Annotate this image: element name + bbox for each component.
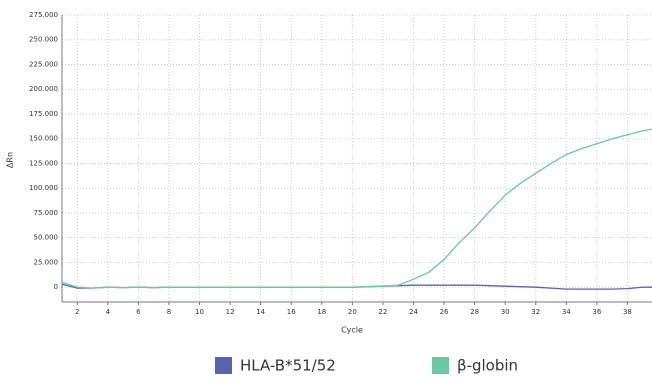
x-tick-label: 4 [106, 308, 111, 316]
y-tick-label: 0 [54, 283, 58, 291]
legend-swatch [215, 357, 232, 374]
y-tick-label: 125.000 [29, 159, 58, 167]
legend-label: β-globin [457, 357, 518, 375]
legend-label: HLA-B*51/52 [240, 357, 336, 375]
x-tick-label: 34 [562, 308, 571, 316]
x-tick-label: 14 [256, 308, 265, 316]
x-tick-label: 38 [623, 308, 632, 316]
y-tick-label: 25.000 [34, 258, 59, 266]
y-tick-label: 150.000 [29, 135, 58, 143]
x-tick-label: 30 [501, 308, 510, 316]
y-tick-label: 175.000 [29, 110, 58, 118]
x-tick-label: 28 [470, 308, 479, 316]
legend-swatch [432, 357, 449, 374]
x-tick-label: 26 [440, 308, 449, 316]
x-tick-label: 16 [287, 308, 296, 316]
x-tick-label: 20 [348, 308, 357, 316]
x-tick-label: 22 [378, 308, 387, 316]
y-tick-label: 275.000 [29, 11, 58, 19]
y-axis-label: ΔRn [6, 152, 15, 168]
x-tick-label: 10 [195, 308, 204, 316]
x-tick-label: 18 [317, 308, 326, 316]
x-tick-label: 12 [226, 308, 235, 316]
y-tick-label: 50.000 [34, 234, 59, 242]
y-tick-label: 100.000 [29, 184, 58, 192]
x-axis-label: Cycle [341, 326, 363, 335]
y-tick-label: 75.000 [34, 209, 59, 217]
x-tick-label: 36 [592, 308, 601, 316]
y-tick-label: 225.000 [29, 60, 58, 68]
x-tick-label: 6 [136, 308, 141, 316]
y-tick-label: 200.000 [29, 85, 58, 93]
x-tick-label: 2 [75, 308, 79, 316]
x-tick-label: 32 [531, 308, 540, 316]
series-line [61, 128, 652, 289]
x-tick-label: 8 [167, 308, 171, 316]
y-tick-label: 250.000 [29, 36, 58, 44]
x-tick-label: 24 [409, 308, 418, 316]
